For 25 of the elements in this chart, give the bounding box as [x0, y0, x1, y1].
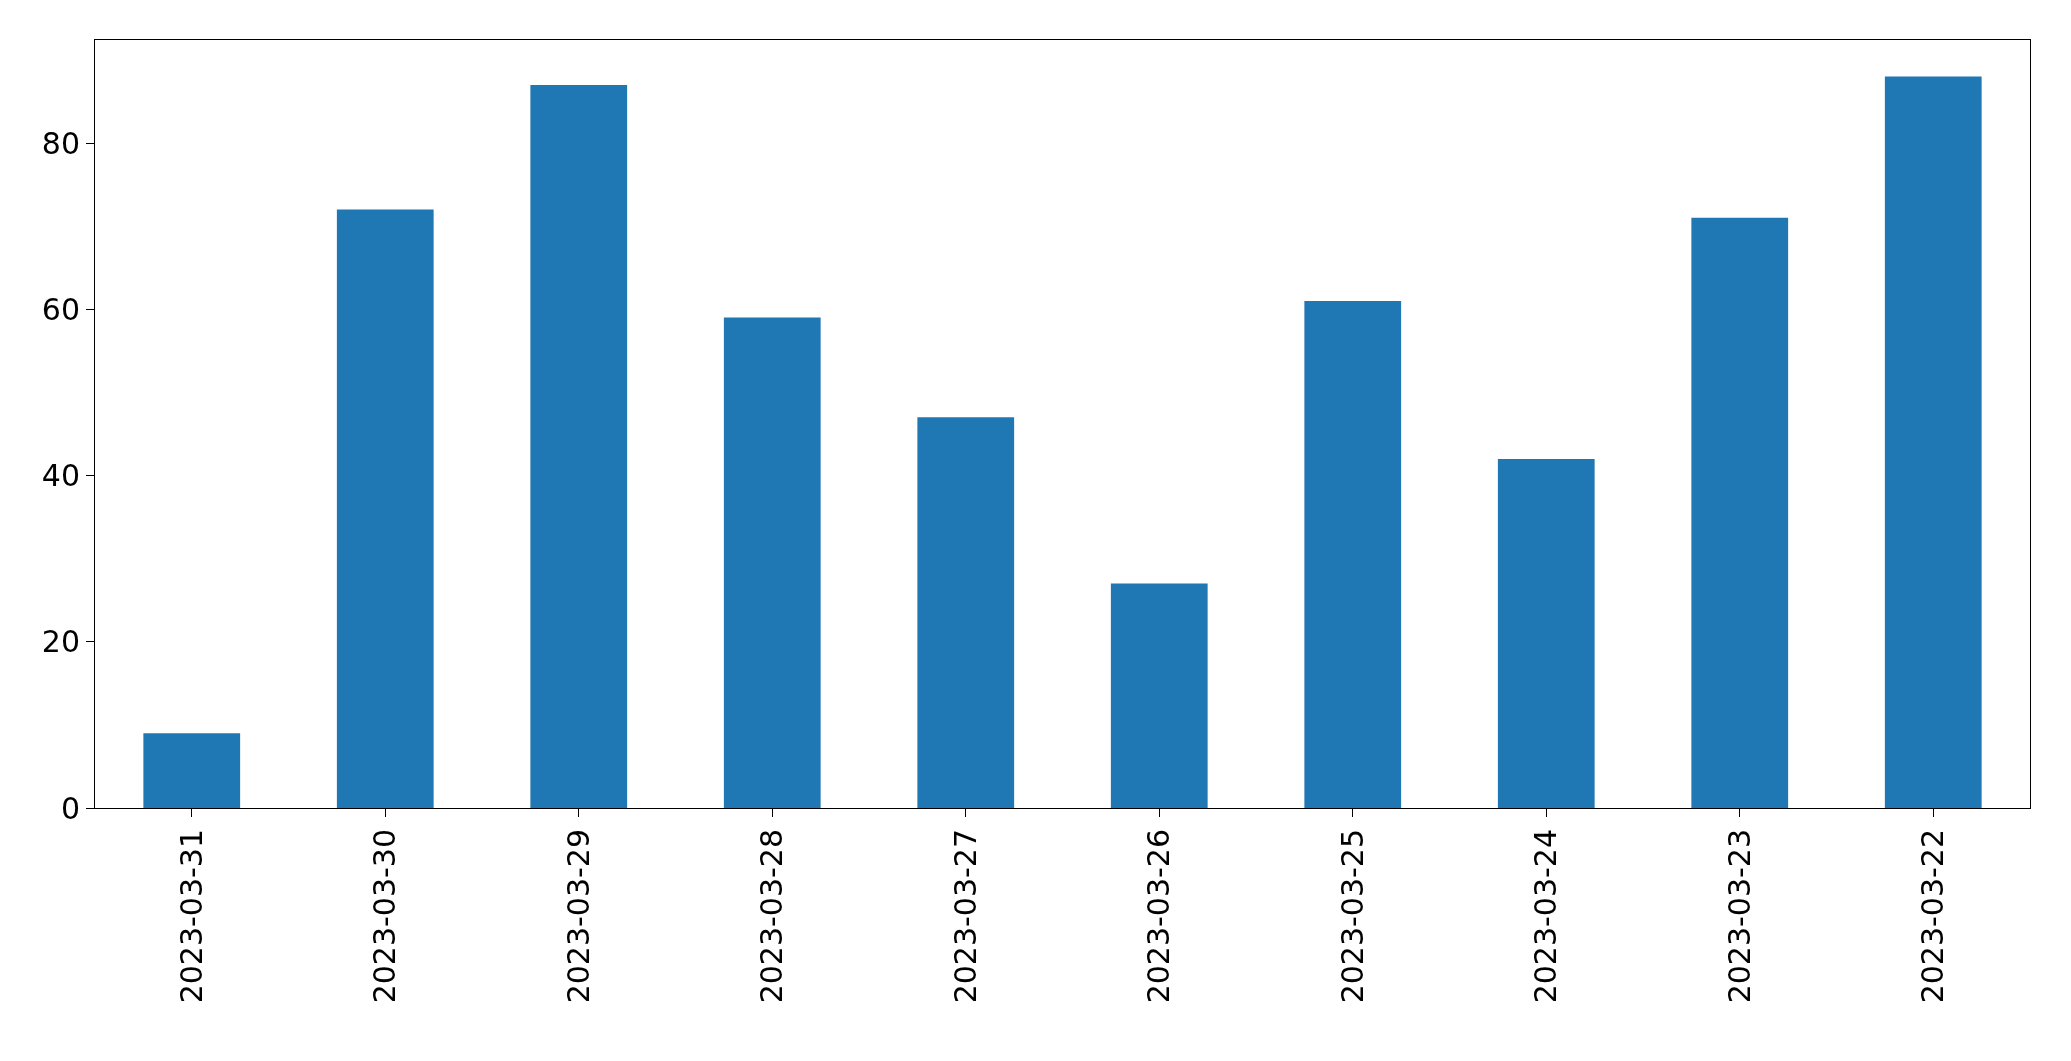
x-tick-label: 2023-03-26 [1141, 829, 1176, 1004]
x-tick-label: 2023-03-22 [1915, 829, 1950, 1004]
y-tick-label: 40 [41, 458, 80, 494]
x-tick-label: 2023-03-30 [367, 829, 402, 1004]
bar [723, 317, 821, 808]
bar [530, 84, 628, 808]
x-tick-label: 2023-03-25 [1334, 829, 1370, 1004]
y-tick-label: 0 [60, 790, 80, 826]
y-tick-label: 60 [41, 291, 80, 327]
x-tick-label: 2023-03-27 [947, 829, 983, 1004]
x-tick-label: 2023-03-31 [173, 829, 209, 1004]
bar [1884, 76, 1982, 808]
bar [143, 733, 241, 808]
y-tick-label: 80 [41, 125, 80, 161]
bar [1497, 458, 1595, 808]
x-tick-label: 2023-03-24 [1528, 829, 1563, 1004]
y-tick-label: 20 [41, 624, 80, 660]
x-tick-label: 2023-03-23 [1721, 829, 1757, 1004]
x-tick-label: 2023-03-28 [754, 829, 789, 1004]
bar [336, 209, 434, 808]
bar [1691, 217, 1789, 808]
bar [1110, 583, 1208, 808]
x-tick-label: 2023-03-29 [560, 829, 596, 1004]
bar [1304, 300, 1402, 808]
bar [917, 417, 1015, 808]
